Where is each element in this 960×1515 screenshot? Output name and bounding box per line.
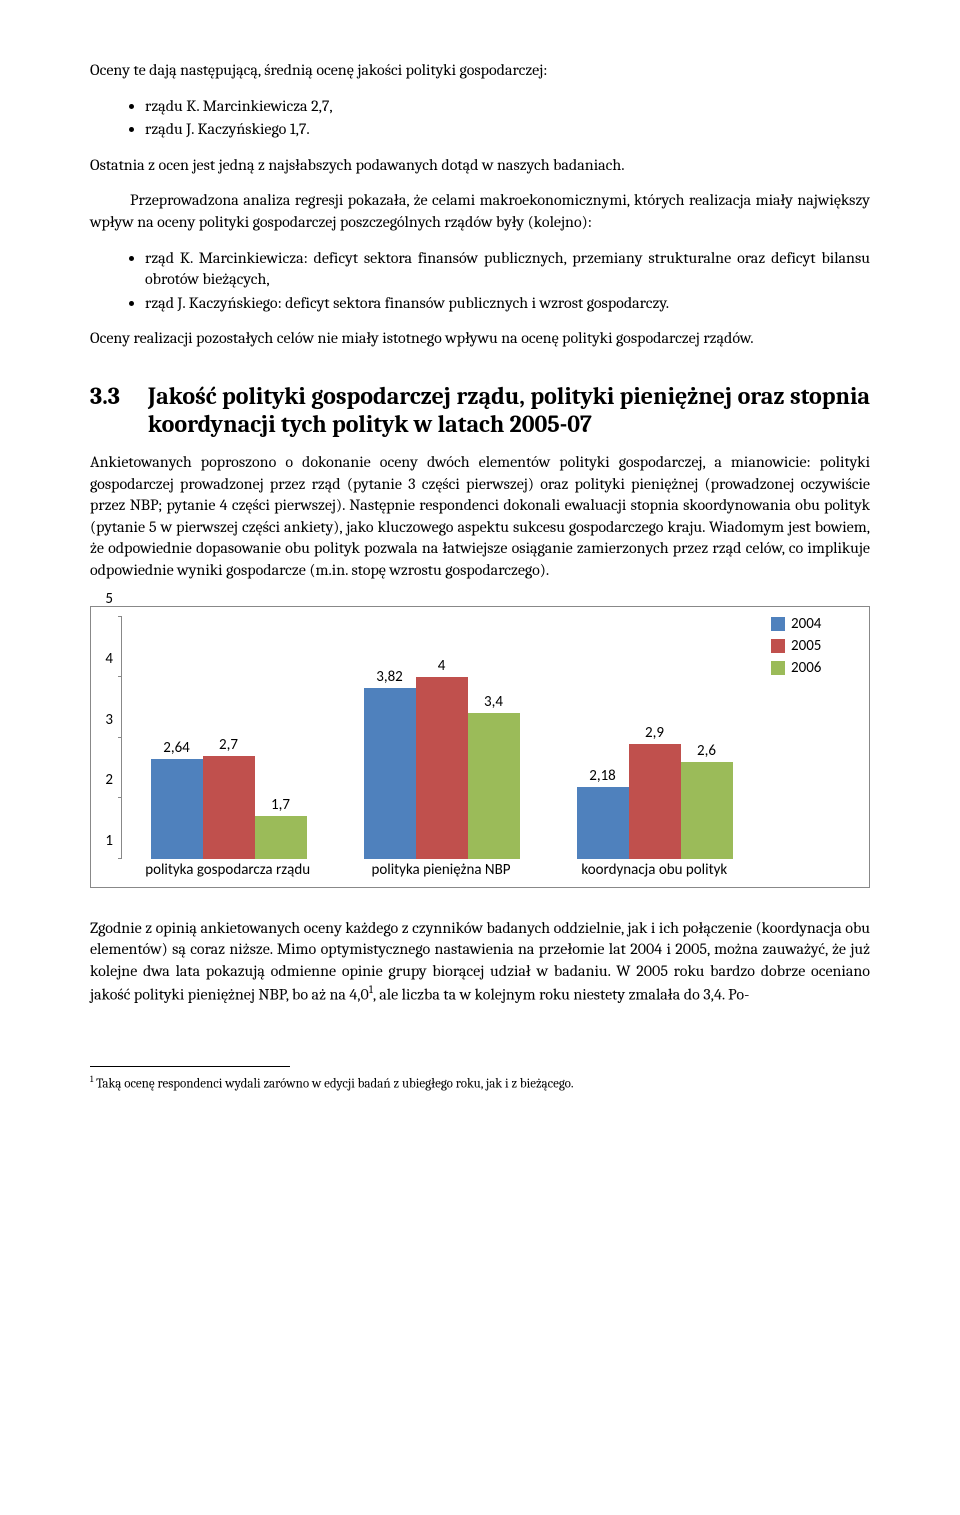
bar: 1,7 — [255, 816, 307, 858]
list-item: rządu J. Kaczyńskiego 1,7. — [145, 119, 870, 141]
footnote-marker: 1 — [90, 1075, 93, 1085]
para-after-chart-b: , ale liczba ta w kolejnym roku niestety… — [373, 986, 749, 1004]
footnote-text: Taką ocenę respondenci wydali zarówno w … — [96, 1077, 573, 1092]
list-item: rządu K. Marcinkiewicza 2,7, — [145, 96, 870, 118]
bar: 2,18 — [577, 787, 629, 858]
bar-value-label: 1,7 — [271, 796, 290, 814]
y-axis-ticks: 12345 — [91, 617, 113, 859]
legend-item: 2004 — [771, 615, 861, 633]
list-item: rząd J. Kaczyńskiego: deficyt sektora fi… — [145, 293, 870, 315]
bar-value-label: 3,4 — [484, 693, 503, 711]
bar-group: 2,642,71,7 — [122, 617, 335, 859]
legend-swatch — [771, 639, 785, 653]
para-section-body: Ankietowanych poproszono o dokonanie oce… — [90, 452, 870, 582]
x-axis-labels: polityka gospodarcza rządupolityka pieni… — [121, 861, 761, 887]
bar: 2,9 — [629, 744, 681, 859]
list-item: rząd K. Marcinkiewicza: deficyt sektora … — [145, 248, 870, 291]
bar-group: 2,182,92,6 — [548, 617, 761, 859]
para-other-goals: Oceny realizacji pozostałych celów nie m… — [90, 328, 870, 350]
bar: 2,7 — [203, 756, 255, 859]
bar: 2,6 — [681, 762, 733, 859]
intro-line: Oceny te dają następującą, średnią ocenę… — [90, 60, 870, 82]
chart-legend: 2004 2005 2006 — [771, 607, 869, 887]
list-b: rząd K. Marcinkiewicza: deficyt sektora … — [90, 248, 870, 315]
legend-swatch — [771, 617, 785, 631]
y-tick-label: 1 — [105, 832, 113, 850]
bar-value-label: 2,18 — [589, 767, 616, 785]
x-axis-label: koordynacja obu polityk — [548, 861, 761, 887]
section-heading: 3.3 Jakość polityki gospodarczej rządu, … — [90, 382, 870, 438]
x-axis-label: polityka pieniężna NBP — [334, 861, 547, 887]
footnote-rule — [90, 1066, 290, 1067]
bar: 4 — [416, 677, 468, 859]
list-a: rządu K. Marcinkiewicza 2,7, rządu J. Ka… — [90, 96, 870, 141]
legend-label: 2005 — [791, 637, 821, 655]
bar: 2,64 — [151, 759, 203, 858]
bar-value-label: 2,64 — [163, 739, 190, 757]
bar: 3,4 — [468, 713, 520, 858]
y-tick-label: 4 — [105, 650, 113, 668]
bar-group: 3,8243,4 — [335, 617, 548, 859]
legend-label: 2006 — [791, 659, 821, 677]
bar-value-label: 2,7 — [219, 736, 238, 754]
bar-value-label: 2,9 — [645, 724, 664, 742]
chart-bars: 2,642,71,73,8243,42,182,92,6 — [121, 617, 761, 859]
bar: 3,82 — [364, 688, 416, 859]
legend-item: 2005 — [771, 637, 861, 655]
x-axis-label: polityka gospodarcza rządu — [121, 861, 334, 887]
y-tick-label: 2 — [105, 771, 113, 789]
section-title: Jakość polityki gospodarczej rządu, poli… — [148, 382, 870, 438]
bar-value-label: 4 — [438, 657, 446, 675]
bar-value-label: 3,82 — [376, 668, 403, 686]
y-tick-label: 3 — [105, 711, 113, 729]
para-weak-score: Ostatnia z ocen jest jedną z najsłabszyc… — [90, 155, 870, 177]
section-number: 3.3 — [90, 382, 120, 410]
y-tick-label: 5 — [105, 590, 113, 608]
footnote: 1 Taką ocenę respondenci wydali zarówno … — [90, 1075, 870, 1093]
bar-chart: 12345 2,642,71,73,8243,42,182,92,6 polit… — [90, 606, 870, 888]
bar-value-label: 2,6 — [697, 742, 716, 760]
legend-item: 2006 — [771, 659, 861, 677]
legend-swatch — [771, 661, 785, 675]
para-regression: Przeprowadzona analiza regresji pokazała… — [90, 190, 870, 233]
para-after-chart: Zgodnie z opinią ankietowanych oceny każ… — [90, 918, 870, 1007]
legend-label: 2004 — [791, 615, 821, 633]
